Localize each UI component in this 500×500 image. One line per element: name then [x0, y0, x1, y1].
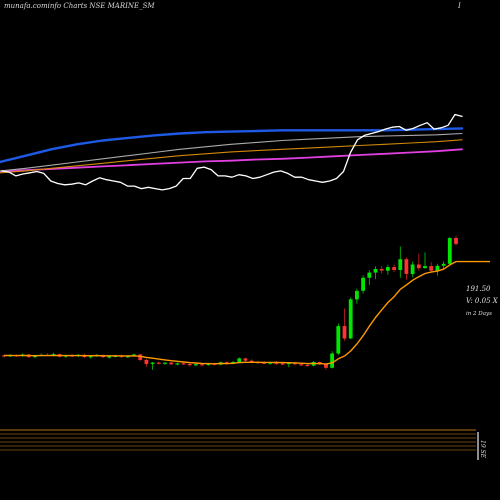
candle-body: [447, 238, 452, 264]
candle-body: [194, 364, 198, 366]
candle-body: [429, 266, 434, 271]
candle-body: [187, 363, 192, 366]
candle-body: [361, 277, 365, 291]
candle-body: [249, 360, 254, 362]
candle-body: [243, 358, 248, 361]
candle-body: [175, 363, 180, 365]
candle-body: [410, 264, 415, 274]
candle-body: [51, 354, 56, 356]
candle-body: [373, 269, 378, 273]
candle-body: [33, 355, 37, 358]
candle-body: [336, 326, 341, 354]
candle-body: [348, 299, 353, 339]
candle-body: [88, 356, 93, 358]
candle-body: [324, 364, 328, 368]
candle-body: [392, 267, 396, 270]
candle-body: [107, 356, 112, 358]
candle-body: [200, 364, 204, 366]
indicator-line-2: [0, 139, 463, 174]
candle-body: [169, 362, 174, 365]
candle-body: [342, 326, 347, 339]
candle-body: [262, 362, 266, 364]
candle-body: [367, 272, 372, 278]
candle-body: [386, 267, 390, 271]
candle-body: [330, 353, 334, 368]
indicator-line-3: [0, 132, 463, 172]
price-panel: [2, 235, 490, 370]
chart-header-title: munafa.cominfo Charts NSE MARINE_SM: [4, 2, 155, 10]
candle-body: [237, 358, 242, 362]
candle-body: [163, 362, 167, 364]
indicator-line-0: [0, 127, 464, 164]
candle-body: [138, 354, 143, 360]
candle-body: [268, 362, 273, 364]
indicator-line-4: [1, 113, 463, 191]
candle-body: [404, 259, 409, 274]
candle-body: [150, 362, 155, 364]
candle-body: [280, 363, 285, 365]
candle-body: [181, 363, 186, 365]
candle-body: [144, 360, 149, 364]
volume-axis-label: 19 SE: [479, 440, 486, 459]
candle-body: [441, 263, 446, 266]
candle-body: [299, 364, 304, 366]
candle-body: [423, 266, 427, 269]
ema-line: [3, 260, 490, 365]
candle-body: [416, 264, 421, 269]
indicator-line-1: [0, 148, 463, 173]
volume-panel: 19 SE: [0, 429, 486, 460]
candle-body: [156, 362, 161, 364]
last-price-label: 191.50: [466, 285, 491, 293]
candle-body: [454, 238, 458, 244]
candle-body: [435, 265, 440, 271]
indicator-panel: [0, 113, 464, 191]
volume-label: V: 0.05 X: [466, 297, 498, 305]
candle-body: [305, 364, 310, 367]
candle-body: [379, 269, 384, 271]
candle-body: [398, 259, 403, 270]
days-label: in 2 Days: [466, 311, 492, 317]
candle-body: [286, 362, 291, 365]
chart-header-right: I: [458, 2, 461, 10]
candle-body: [355, 290, 359, 300]
candle-body: [125, 356, 130, 358]
